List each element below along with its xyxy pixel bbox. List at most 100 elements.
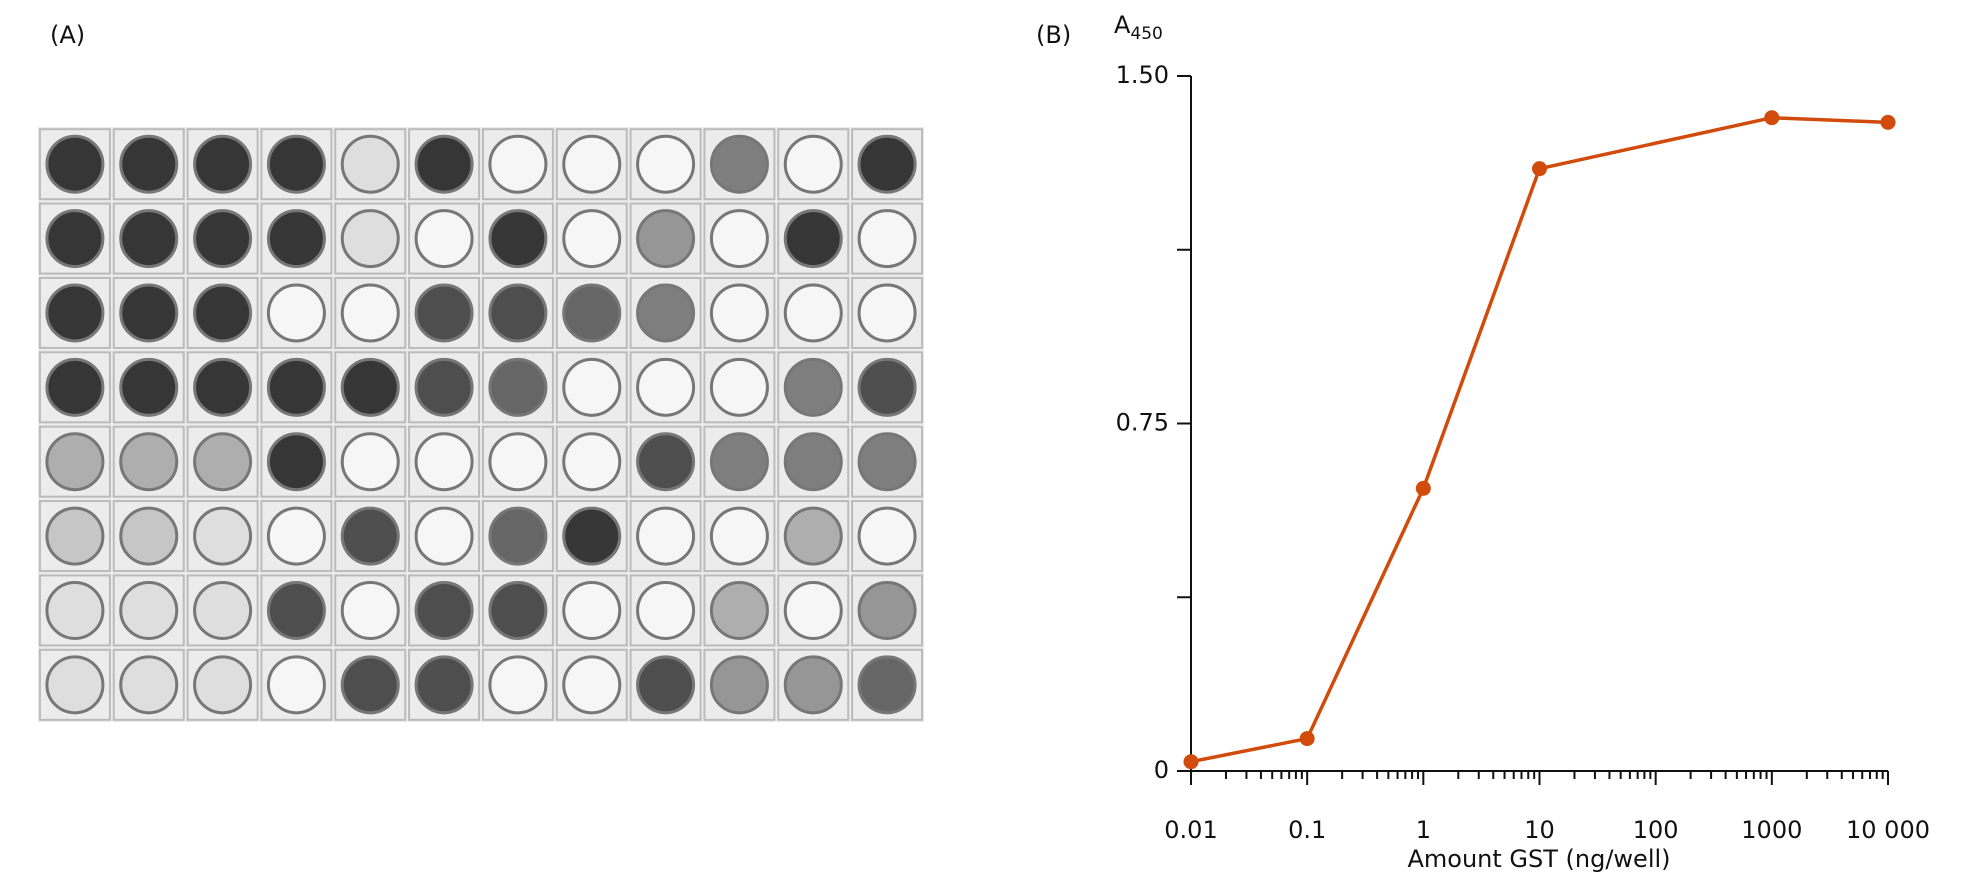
well [119,580,179,640]
well-frame [334,128,407,201]
plate [38,127,924,722]
well-frame [629,574,702,647]
well-frame [703,202,776,275]
well [562,580,622,640]
well [857,357,917,417]
well-frame [260,276,333,349]
data-point [1764,110,1780,126]
well [709,283,769,343]
well [119,432,179,492]
well-frame [38,425,111,498]
well [266,432,326,492]
x-tick-label: 10 000 [1846,816,1930,844]
well [709,655,769,715]
well [119,357,179,417]
well [340,209,400,269]
well-frame [481,648,554,721]
well [488,655,548,715]
well [636,357,696,417]
well [340,655,400,715]
well [266,209,326,269]
well-frame [186,128,259,201]
well-frame [555,276,628,349]
well [783,580,843,640]
well-frame [38,351,111,424]
well [193,580,253,640]
well-frame [703,425,776,498]
well [119,283,179,343]
well-frame [629,351,702,424]
well [857,283,917,343]
well [562,283,622,343]
well [783,283,843,343]
well [783,357,843,417]
data-point [1415,480,1431,496]
well [783,506,843,566]
well-frame [38,648,111,721]
well-frame [555,648,628,721]
well [193,655,253,715]
well [636,134,696,194]
well [488,357,548,417]
well-frame [334,202,407,275]
well-frame [555,202,628,275]
well [266,506,326,566]
well-frame [260,425,333,498]
well [857,580,917,640]
well-frame [186,202,259,275]
y-tick-label: 0.75 [1116,409,1169,437]
well [340,283,400,343]
well-frame [851,351,924,424]
well-frame [186,500,259,573]
well-frame [260,351,333,424]
well-frame [629,425,702,498]
x-tick-label: 10 [1524,816,1555,844]
well-frame [555,574,628,647]
well [857,432,917,492]
data-point [1880,114,1896,130]
well-frame [260,500,333,573]
well [340,506,400,566]
well-frame [777,276,850,349]
data-point [1532,161,1547,177]
well-frame [555,128,628,201]
well-frame [186,351,259,424]
well-frame [334,574,407,647]
well-frame [38,574,111,647]
well [45,655,105,715]
well-frame [629,500,702,573]
wells [38,128,924,721]
well-frame [260,128,333,201]
well-frame [481,574,554,647]
well [266,134,326,194]
well-frame [481,351,554,424]
well [709,580,769,640]
well [340,134,400,194]
well [45,209,105,269]
well [119,506,179,566]
well [488,209,548,269]
well-frame [481,425,554,498]
well [266,283,326,343]
x-tick-label: 0.01 [1164,816,1217,844]
well-frame [851,574,924,647]
well [562,209,622,269]
well-frame [38,500,111,573]
well-frame [777,128,850,201]
well [857,134,917,194]
well-frame [481,500,554,573]
well-frame [555,425,628,498]
well-frame [851,276,924,349]
well [414,432,474,492]
well [783,134,843,194]
well [562,655,622,715]
well-frame [38,128,111,201]
well [857,655,917,715]
well-frame [334,500,407,573]
well [857,506,917,566]
well [414,283,474,343]
well-frame [186,425,259,498]
well [709,506,769,566]
well [414,655,474,715]
